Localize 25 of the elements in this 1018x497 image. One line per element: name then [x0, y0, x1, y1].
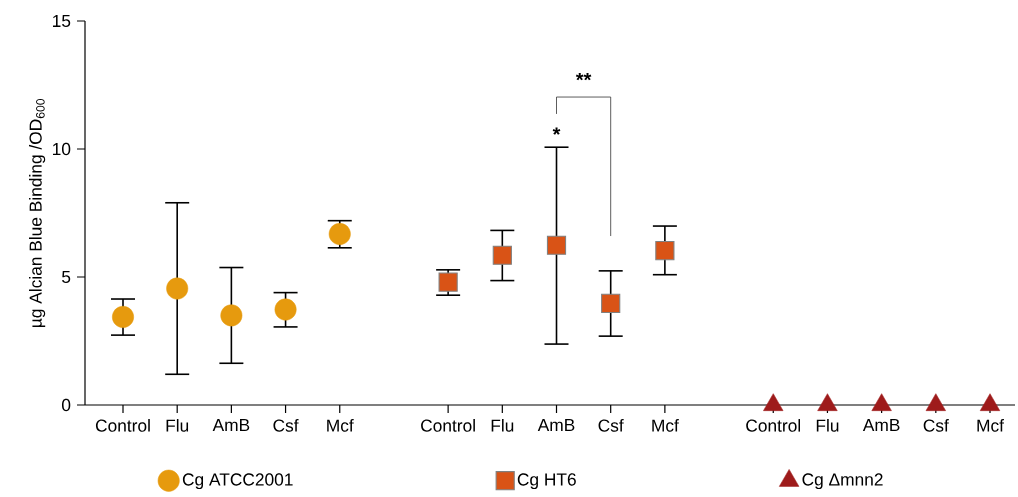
- y-axis-title: µg Alcian Blue Binding /OD$_{600}$: [29, 98, 46, 327]
- x-tick-label: Mcf: [977, 419, 1004, 432]
- y-tick-label: 5: [62, 270, 71, 284]
- annotation: **: [575, 72, 592, 81]
- x-tick-label: AmB: [212, 419, 250, 431]
- x-tick-label: AmB: [537, 419, 575, 431]
- x-tick-label: Flu: [816, 419, 839, 432]
- x-tick-label: Mcf: [652, 419, 679, 432]
- x-tick-label: Mcf: [327, 419, 354, 432]
- x-tick-label: Flu: [166, 419, 189, 432]
- x-tick-label: Control: [421, 419, 475, 432]
- x-tick-label: AmB: [862, 419, 900, 431]
- x-tick-label: Csf: [598, 419, 624, 432]
- y-tick-label: 15: [53, 14, 71, 28]
- legend-label: Cg Δmnn2: [802, 473, 883, 490]
- legend-label: Cg ATCC2001: [182, 473, 293, 490]
- y-tick-label: 0: [61, 398, 71, 412]
- x-tick-label: Flu: [491, 419, 514, 432]
- y-tick-label: 10: [53, 142, 71, 156]
- x-tick-label: Control: [746, 419, 801, 432]
- legend-label: Cg HT6: [517, 473, 576, 490]
- x-tick-label: Control: [95, 419, 150, 432]
- annotation: *: [552, 127, 561, 135]
- x-tick-label: Csf: [273, 419, 299, 432]
- x-tick-label: Csf: [923, 419, 949, 432]
